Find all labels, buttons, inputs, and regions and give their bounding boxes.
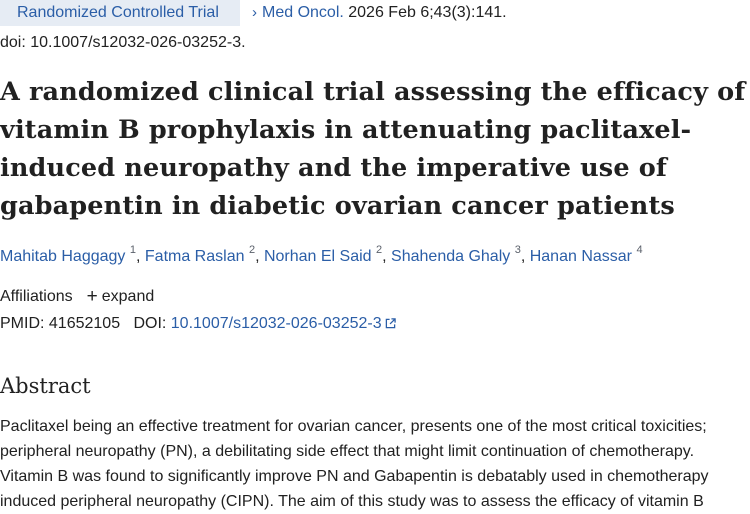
journal-citation: › Med Oncol. 2026 Feb 6;43(3):141. (252, 3, 507, 23)
title-line: induced neuropathy and the imperative us… (0, 153, 667, 183)
external-link-icon[interactable] (385, 318, 396, 329)
author-link[interactable]: Norhan El Said (263, 248, 372, 265)
doi-label: DOI: (133, 315, 167, 332)
expand-affiliations-button[interactable]: expand (101, 288, 155, 305)
affiliation-ref[interactable]: 2 (376, 243, 383, 256)
abstract-line: Paclitaxel being an effective treatment … (0, 418, 707, 435)
affiliation-ref[interactable]: 3 (514, 243, 521, 256)
abstract-line: Vitamin B was found to significantly imp… (0, 468, 709, 485)
plus-icon[interactable]: + (86, 286, 98, 307)
abstract-line: induced peripheral neuropathy (CIPN). Th… (0, 493, 704, 510)
article-title: A randomized clinical trial assessing th… (0, 73, 748, 225)
author-link[interactable]: Hanan Nassar (529, 248, 632, 265)
pmid-value: 41652105 (48, 315, 121, 332)
author-link[interactable]: Fatma Raslan (144, 248, 245, 265)
publication-type-badge[interactable]: Randomized Controlled Trial (0, 0, 240, 26)
affiliations-row: Affiliations + expand (0, 285, 154, 308)
abstract-line: peripheral neuropathy (PN), a debilitati… (0, 443, 695, 460)
citation-details: 2026 Feb 6;43(3):141. (343, 4, 507, 21)
pmid-label: PMID: (0, 315, 45, 332)
affiliations-label: Affiliations (0, 288, 73, 305)
author-list: Mahitab Haggagy 1, Fatma Raslan 2, Norha… (0, 243, 643, 265)
author-link[interactable]: Shahenda Ghaly (391, 248, 511, 265)
title-line: A randomized clinical trial assessing th… (0, 77, 746, 107)
doi-citation: doi: 10.1007/s12032-026-03252-3. (0, 34, 246, 51)
title-line: vitamin B prophylaxis in attenuating pac… (0, 115, 692, 145)
abstract-body: Paclitaxel being an effective treatment … (0, 414, 748, 514)
chevron-right-icon: › (252, 4, 257, 21)
affiliation-ref[interactable]: 4 (636, 243, 643, 256)
affiliation-ref[interactable]: 1 (129, 243, 136, 256)
abstract-heading: Abstract (0, 374, 91, 398)
journal-link[interactable]: Med Oncol. (262, 4, 344, 21)
identifiers-row: PMID: 41652105 DOI: 10.1007/s12032-026-0… (0, 313, 396, 335)
author-link[interactable]: Mahitab Haggagy (0, 248, 126, 265)
doi-link[interactable]: 10.1007/s12032-026-03252-3 (170, 315, 382, 332)
affiliation-ref[interactable]: 2 (248, 243, 256, 256)
title-line: gabapentin in diabetic ovarian cancer pa… (0, 191, 675, 221)
